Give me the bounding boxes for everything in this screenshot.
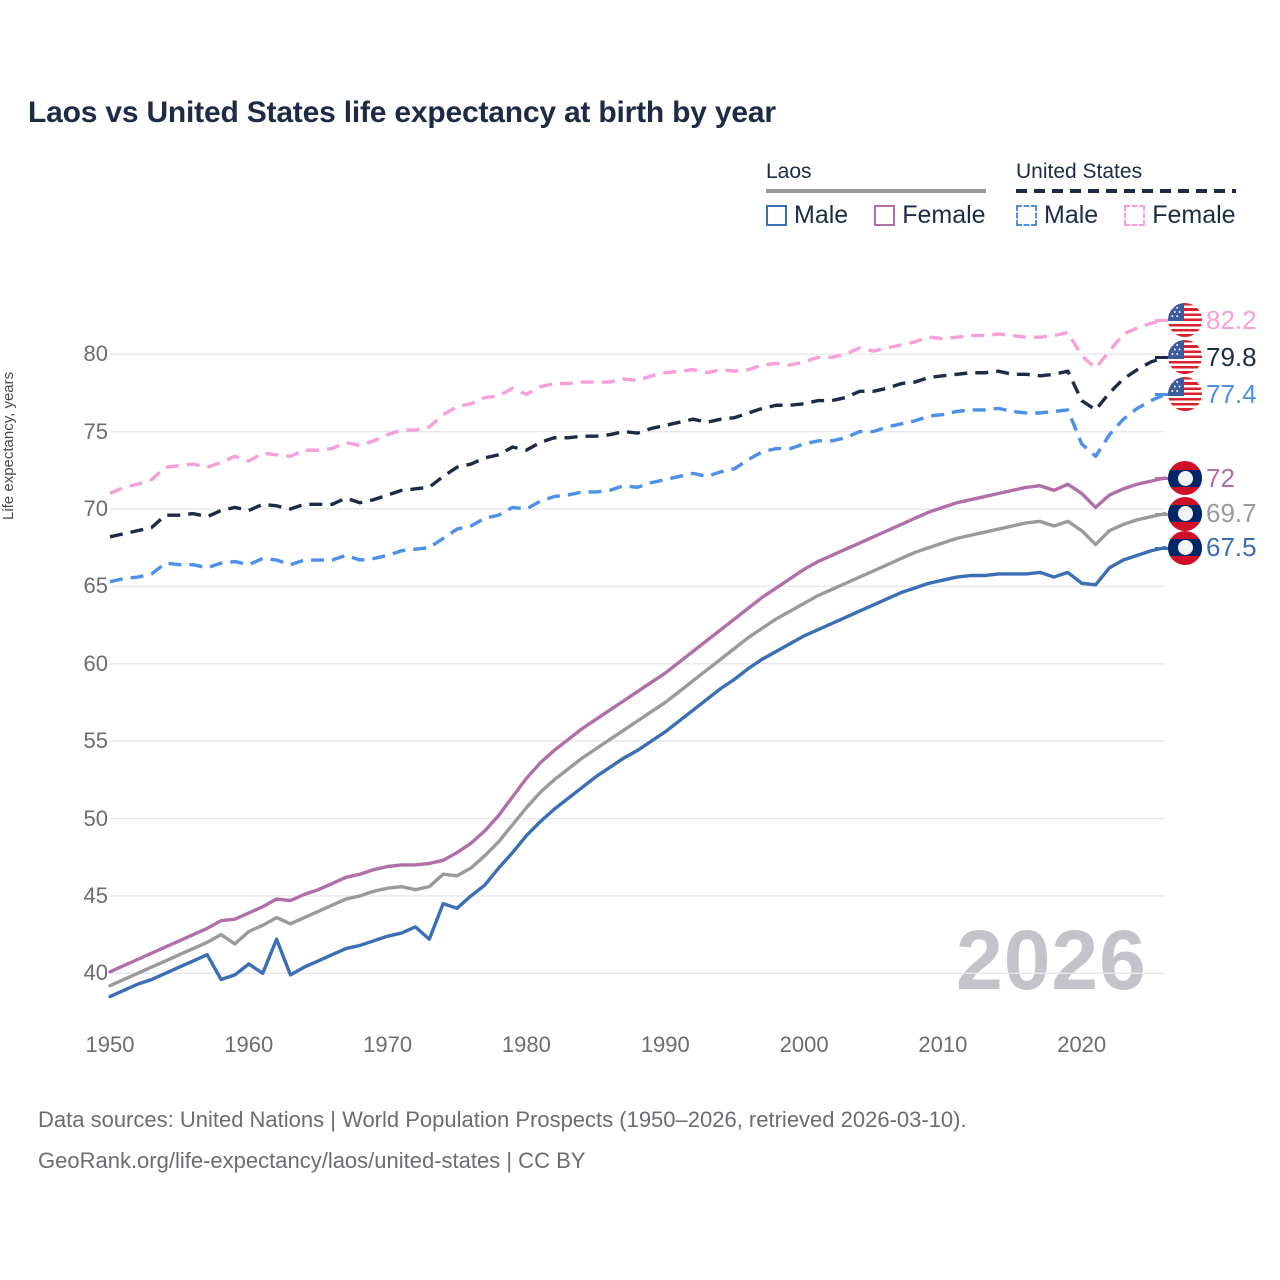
y-tick-label: 45 xyxy=(83,882,108,908)
footer-line-1: Data sources: United Nations | World Pop… xyxy=(38,1107,967,1132)
series-line xyxy=(109,392,1166,584)
y-tick-label: 55 xyxy=(83,728,108,754)
x-tick-label: 2010 xyxy=(918,1032,968,1057)
legend-swatch-icon xyxy=(874,205,896,226)
series-line xyxy=(109,355,1166,539)
x-tick-label: 1960 xyxy=(224,1032,274,1057)
legend-swatch-icon xyxy=(1124,205,1146,226)
us-flag-icon xyxy=(1168,303,1202,338)
endpoint-connector xyxy=(1155,477,1168,480)
endpoint-label: 72 xyxy=(1155,461,1235,495)
endpoint-connector xyxy=(1155,356,1168,360)
y-tick-label: 60 xyxy=(83,650,108,676)
x-tick-label: 2020 xyxy=(1057,1032,1107,1057)
legend-rule-solid xyxy=(766,189,986,193)
year-watermark: 2026 xyxy=(956,913,1147,1007)
x-tick-label: 1950 xyxy=(85,1032,135,1057)
endpoint-label: 79.8 xyxy=(1155,340,1257,375)
series-line xyxy=(108,476,1167,974)
legend-swatch-icon xyxy=(1016,205,1037,226)
x-tick-label: 1970 xyxy=(363,1032,413,1057)
endpoint-connector xyxy=(1155,393,1168,397)
footer-line-2: GeoRank.org/life-expectancy/laos/united-… xyxy=(38,1148,586,1173)
legend-group-laos: Laos Male Female xyxy=(766,160,986,230)
y-tick-label: 65 xyxy=(83,573,108,599)
us-flag-icon xyxy=(1168,340,1202,375)
legend-group-united-states: United States Male Female xyxy=(1016,160,1236,230)
endpoint-label: 67.5 xyxy=(1155,530,1257,565)
laos-flag-icon xyxy=(1168,530,1202,565)
x-tick-label: 1990 xyxy=(640,1032,690,1057)
us-flag-icon xyxy=(1168,377,1202,412)
legend-item-label: Female xyxy=(1152,201,1236,229)
legend-item-label: Male xyxy=(794,201,849,229)
legend-item-label: Female xyxy=(902,201,986,229)
endpoint-value: 67.5 xyxy=(1206,532,1257,563)
endpoint-label: 82.2 xyxy=(1155,303,1257,338)
legend-item-us-female[interactable]: Female xyxy=(1124,201,1236,230)
chart-legend: Laos Male Female United States Male xyxy=(752,160,1252,242)
series-line xyxy=(108,545,1167,999)
legend-item-us-male[interactable]: Male xyxy=(1016,201,1098,230)
endpoint-value: 69.7 xyxy=(1206,498,1257,529)
y-tick-label: 75 xyxy=(83,418,108,444)
x-tick-label: 2000 xyxy=(779,1032,829,1057)
endpoint-value: 82.2 xyxy=(1206,304,1257,335)
endpoint-value: 77.4 xyxy=(1206,378,1257,409)
legend-rule-dashed xyxy=(1016,189,1236,193)
endpoint-connector xyxy=(1155,319,1168,323)
legend-swatch-icon xyxy=(766,205,787,226)
legend-item-laos-male[interactable]: Male xyxy=(766,201,848,230)
laos-flag-icon xyxy=(1168,461,1202,495)
endpoint-label: 69.7 xyxy=(1155,496,1257,531)
endpoint-value: 79.8 xyxy=(1206,341,1257,372)
endpoint-connector xyxy=(1155,546,1168,550)
endpoint-label: 77.4 xyxy=(1155,377,1257,412)
y-tick-label: 40 xyxy=(83,960,108,986)
legend-group-title: United States xyxy=(1016,160,1143,183)
y-tick-label: 80 xyxy=(83,341,108,367)
y-axis-ticks: 40 45 50 55 60 65 70 75 80 xyxy=(40,0,108,1280)
laos-flag-icon xyxy=(1168,496,1202,531)
legend-item-label: Male xyxy=(1044,201,1099,229)
series-line xyxy=(109,318,1166,496)
endpoint-connector xyxy=(1155,512,1168,516)
page-title: Laos vs United States life expectancy at… xyxy=(28,96,776,129)
legend-group-title: Laos xyxy=(766,160,812,183)
series-line xyxy=(108,511,1167,988)
endpoint-value: 72 xyxy=(1206,462,1235,493)
legend-item-laos-female[interactable]: Female xyxy=(874,201,986,230)
x-tick-label: 1980 xyxy=(501,1032,551,1057)
y-tick-label: 70 xyxy=(83,496,108,521)
y-tick-label: 50 xyxy=(83,805,108,831)
